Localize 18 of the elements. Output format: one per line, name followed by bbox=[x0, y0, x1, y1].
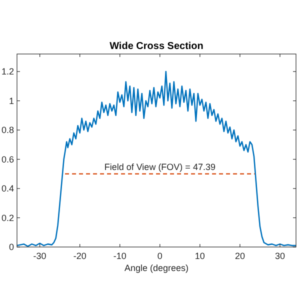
annotation: Field of View (FOV) = 47.39 bbox=[104, 162, 216, 172]
x-tick-label: 10 bbox=[194, 251, 205, 261]
x-tick-label: 0 bbox=[157, 251, 162, 261]
x-tick-label: 30 bbox=[274, 251, 285, 261]
x-tick-label: -10 bbox=[113, 251, 126, 261]
y-tick-label: 1.2 bbox=[1, 66, 14, 77]
x-tick-label: -30 bbox=[33, 251, 46, 261]
y-tick-label: 0.2 bbox=[1, 212, 14, 223]
line-series bbox=[16, 70, 297, 247]
y-tick-label: 0.8 bbox=[1, 125, 14, 136]
x-axis-title: Angle (degrees) bbox=[124, 263, 189, 273]
x-tick-label: 20 bbox=[234, 251, 245, 261]
chart-title: Wide Cross Section bbox=[110, 41, 204, 52]
y-tick-label: 1 bbox=[8, 96, 14, 106]
y-tick-label: 0.6 bbox=[1, 154, 14, 164]
x-tick-label: -20 bbox=[73, 251, 86, 261]
y-tick-label: 0.4 bbox=[1, 184, 14, 194]
y-tick-label: 0 bbox=[8, 242, 14, 252]
